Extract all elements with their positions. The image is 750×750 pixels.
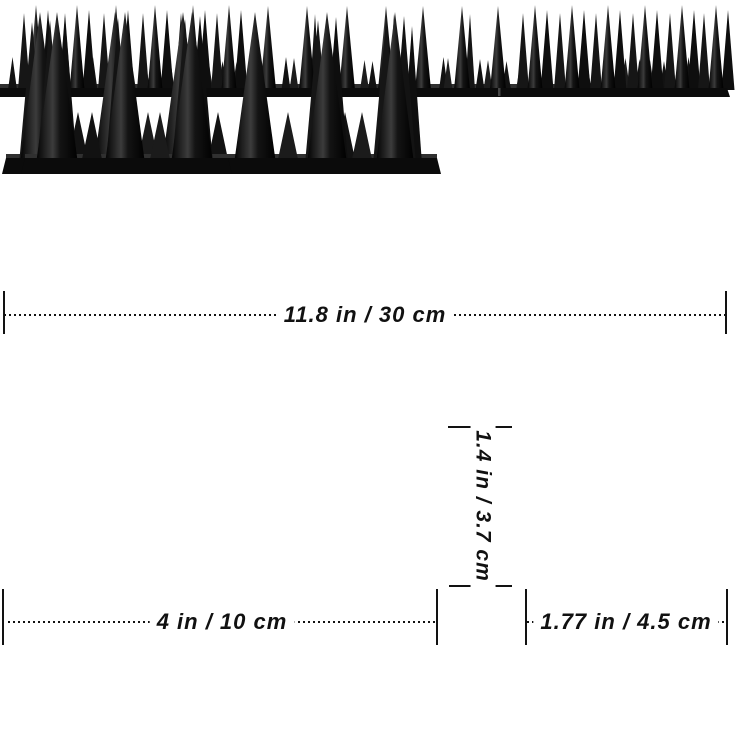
dimension-tick [525, 589, 527, 645]
dimension-tick [726, 589, 728, 645]
dimension-tick [436, 589, 438, 645]
dimension-label-right-piece: 1.77 in / 4.5 cm [533, 608, 719, 636]
dimension-label-spike-height: 1.4 in / 3.7 cm [470, 425, 496, 587]
dimension-label-left-piece: 4 in / 10 cm [149, 608, 295, 636]
dimension-tick [3, 291, 5, 334]
dimension-tick [2, 589, 4, 645]
dimension-tick [725, 291, 727, 334]
spike-strip-4-5cm-graphic [21, 12, 232, 174]
dimension-label-top-strip: 11.8 in / 30 cm [276, 301, 454, 329]
